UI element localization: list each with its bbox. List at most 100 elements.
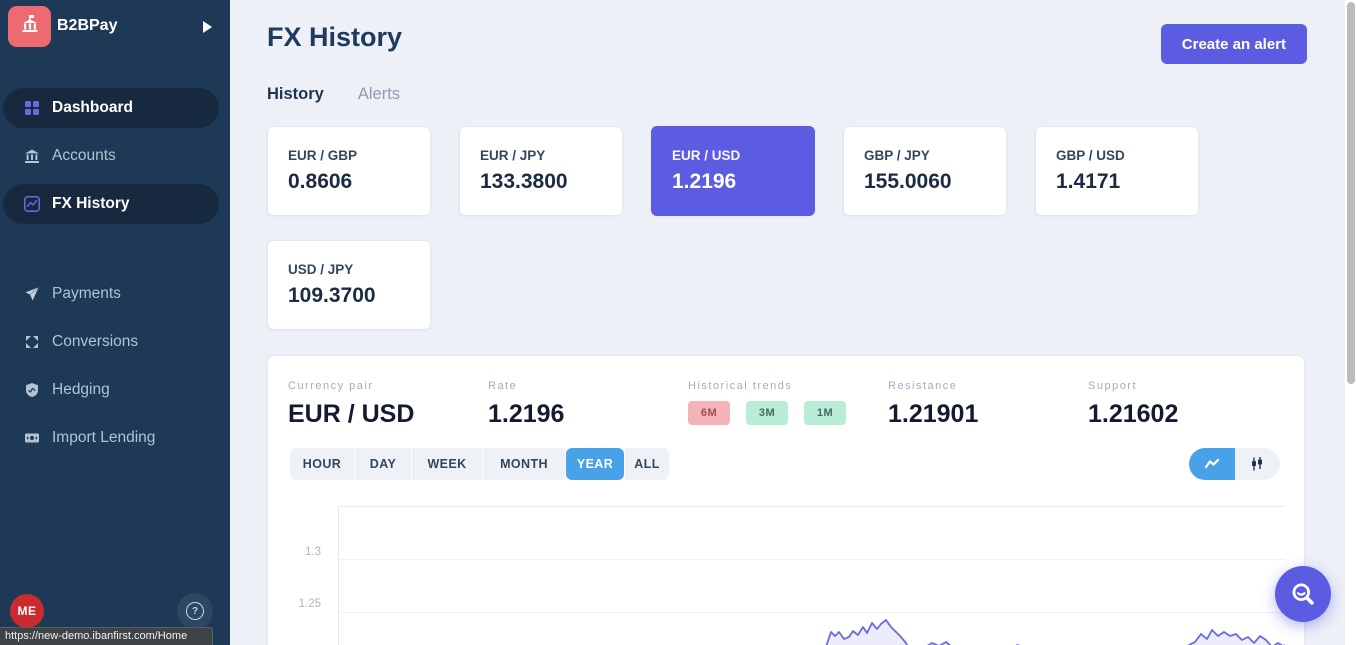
trend-badges: 6M 3M 1M [688, 401, 888, 425]
b2bpay-logo[interactable] [8, 6, 51, 47]
tab-history[interactable]: History [267, 85, 324, 103]
fx-chart-svg [339, 506, 1285, 645]
pair-rate: 1.2196 [672, 170, 737, 193]
pair-card-usd-jpy[interactable]: USD / JPY 109.3700 [267, 240, 431, 330]
range-hour-button[interactable]: HOUR [290, 448, 354, 480]
stat-rate: Rate 1.2196 [488, 380, 688, 429]
tab-bar: History Alerts [267, 85, 400, 104]
sidebar-item-conversions[interactable]: Conversions [3, 322, 219, 362]
fx-chart-panel: Currency pair EUR / USD Rate 1.2196 Hist… [267, 355, 1305, 645]
candlestick-toggle-button[interactable] [1234, 448, 1280, 480]
pair-rate: 1.4171 [1056, 170, 1121, 193]
range-month-button[interactable]: MONTH [483, 448, 565, 480]
browser-status-tooltip: https://new-demo.ibanfirst.com/Home [0, 627, 213, 645]
sidebar-item-fx-history[interactable]: FX History [3, 184, 219, 224]
y-axis-tick: 1.25 [298, 598, 321, 610]
scrollbar-thumb[interactable] [1347, 2, 1355, 384]
sidebar-nav: Dashboard Accounts FX History Payments [0, 88, 230, 466]
banknote-icon [24, 430, 40, 446]
stat-support: Support 1.21602 [1088, 380, 1288, 429]
pair-label: EUR / GBP [288, 148, 358, 163]
stat-value: 1.2196 [488, 400, 565, 428]
user-avatar[interactable]: ME [10, 594, 44, 628]
chart-type-toggle [1189, 448, 1280, 480]
converge-arrows-icon [24, 334, 40, 350]
pair-card-gbp-usd[interactable]: GBP / USD 1.4171 [1035, 126, 1199, 216]
sidebar-item-label: Conversions [52, 333, 139, 350]
candlestick-icon [1252, 457, 1263, 471]
bank-icon [24, 148, 40, 164]
brand-row: B2BPay [0, 0, 230, 54]
sidebar-item-label: FX History [52, 195, 130, 212]
pair-rate: 133.3800 [480, 170, 568, 193]
magnifier-smile-icon [1292, 583, 1314, 605]
pair-card-gbp-jpy[interactable]: GBP / JPY 155.0060 [843, 126, 1007, 216]
sidebar-item-accounts[interactable]: Accounts [3, 136, 219, 176]
support-chat-button[interactable] [1275, 566, 1331, 622]
y-axis-tick: 1.3 [305, 546, 321, 558]
pair-label: EUR / JPY [480, 148, 546, 163]
help-button[interactable]: ? [177, 593, 213, 629]
pair-card-eur-usd[interactable]: EUR / USD 1.2196 [651, 126, 815, 216]
pair-card-eur-jpy[interactable]: EUR / JPY 133.3800 [459, 126, 623, 216]
time-range-selector: HOUR DAY WEEK MONTH YEAR ALL [290, 448, 669, 480]
stat-label: Historical trends [688, 380, 793, 392]
fx-line-path [825, 619, 1285, 645]
stat-value: 1.21602 [1088, 400, 1179, 428]
pair-label: GBP / JPY [864, 148, 930, 163]
stat-label: Resistance [888, 380, 958, 392]
trend-badge-1m[interactable]: 1M [804, 401, 846, 425]
sidebar-item-payments[interactable]: Payments [3, 274, 219, 314]
pair-rate: 0.8606 [288, 170, 353, 193]
pair-card-eur-gbp[interactable]: EUR / GBP 0.8606 [267, 126, 431, 216]
sidebar-expand-arrow-icon[interactable] [203, 21, 212, 33]
stat-label: Rate [488, 380, 518, 392]
page-title: FX History [267, 22, 403, 52]
question-icon: ? [186, 602, 204, 620]
sidebar-item-label: Dashboard [52, 99, 133, 116]
range-week-button[interactable]: WEEK [412, 448, 482, 480]
sidebar-item-label: Accounts [52, 147, 116, 164]
sidebar-item-label: Hedging [52, 381, 110, 398]
plot-area[interactable] [338, 506, 1285, 645]
range-all-button[interactable]: ALL [625, 448, 669, 480]
pair-rate: 155.0060 [864, 170, 952, 193]
sidebar-item-label: Payments [52, 285, 121, 302]
trend-badge-6m[interactable]: 6M [688, 401, 730, 425]
currency-pair-cards: EUR / GBP 0.8606 EUR / JPY 133.3800 EUR … [267, 126, 1199, 330]
sidebar: B2BPay Dashboard Accounts FX History [0, 0, 230, 645]
sidebar-item-label: Import Lending [52, 429, 156, 446]
stat-historical-trends: Historical trends 6M 3M 1M [688, 380, 888, 429]
scrollbar-track[interactable] [1345, 0, 1357, 645]
sidebar-item-dashboard[interactable]: Dashboard [3, 88, 219, 128]
pair-rate: 109.3700 [288, 284, 376, 307]
sidebar-item-hedging[interactable]: Hedging [3, 370, 219, 410]
stat-value: 1.21901 [888, 400, 979, 428]
pair-label: USD / JPY [288, 262, 354, 277]
line-chart-toggle-button[interactable] [1189, 448, 1235, 480]
line-chart-icon [1204, 458, 1219, 469]
range-day-button[interactable]: DAY [355, 448, 411, 480]
stat-label: Currency pair [288, 380, 374, 392]
grid-icon [24, 100, 40, 116]
main-content: FX History Create an alert History Alert… [230, 0, 1345, 645]
fx-line-fill [826, 620, 1285, 645]
paper-plane-icon [24, 286, 40, 302]
stat-currency-pair: Currency pair EUR / USD [288, 380, 488, 429]
create-alert-button[interactable]: Create an alert [1160, 24, 1307, 64]
pair-label: GBP / USD [1056, 148, 1125, 163]
chart-line-icon [24, 196, 40, 212]
sidebar-item-import-lending[interactable]: Import Lending [3, 418, 219, 458]
trend-badge-3m[interactable]: 3M [746, 401, 788, 425]
fx-chart: 1.3 1.25 [268, 506, 1304, 645]
sidebar-spacer [0, 232, 230, 274]
shield-icon [24, 382, 40, 398]
stat-resistance: Resistance 1.21901 [888, 380, 1088, 429]
stat-label: Support [1088, 380, 1138, 392]
brand-name: B2BPay [57, 17, 118, 34]
bank-logo-icon [20, 14, 40, 39]
tab-alerts[interactable]: Alerts [357, 85, 401, 103]
range-year-button[interactable]: YEAR [566, 448, 624, 480]
pair-label: EUR / USD [672, 148, 741, 163]
stat-value: EUR / USD [288, 400, 415, 428]
